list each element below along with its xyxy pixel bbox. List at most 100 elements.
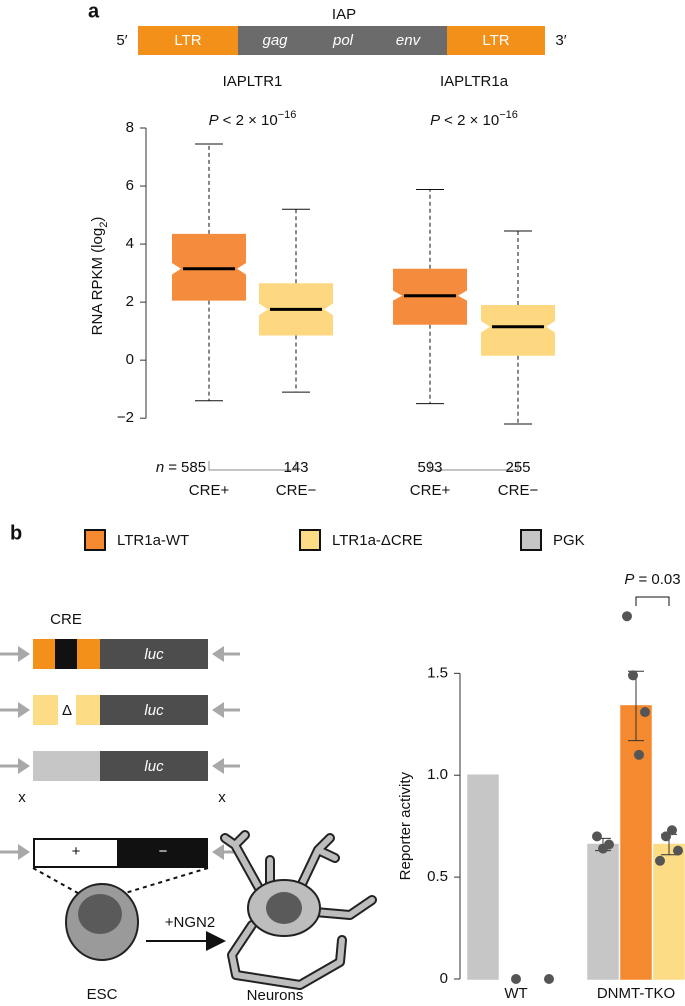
p-symbol: P [624, 571, 634, 588]
luc-box [100, 695, 208, 725]
data-point [604, 839, 614, 850]
five-prime: 5′ [116, 32, 127, 49]
bracket [208, 461, 297, 471]
group-label: IAPLTR1 [223, 73, 283, 90]
box [481, 305, 555, 356]
minus-box [118, 838, 208, 868]
p-value: P < 2 × 10−16 [209, 109, 297, 129]
y-tick-label: 0.5 [427, 868, 448, 885]
legend-label: PGK [553, 532, 585, 549]
y-axis-label: Reporter activity [397, 771, 414, 880]
pgk-box [33, 751, 100, 781]
bar [620, 705, 652, 980]
y-tick-label: −2 [117, 409, 134, 426]
x-tick-label: CRE+ [189, 482, 230, 499]
nucleus [78, 894, 122, 934]
y-tick-label: 8 [126, 119, 134, 136]
data-point [511, 974, 521, 984]
ltr-box [76, 695, 100, 725]
y-tick-label: 1.5 [427, 664, 448, 681]
legend-label: LTR1a-ΔCRE [332, 532, 423, 549]
segment-label: LTR [482, 32, 509, 49]
x-label: x [18, 789, 26, 806]
iap-title: IAP [332, 6, 356, 23]
zoom-line [32, 867, 86, 898]
p-exponent: −16 [499, 109, 518, 121]
legend-swatch [299, 529, 321, 551]
p-value: P < 2 × 10−16 [430, 109, 518, 129]
data-point [622, 611, 632, 622]
data-point [655, 855, 665, 866]
y-tick-label: 4 [126, 235, 134, 252]
p-text: < 2 × 10 [223, 112, 278, 129]
x-tick-label: DNMT-TKO [597, 985, 675, 1002]
primer-arrows [0, 646, 240, 860]
x-tick-label: CRE− [498, 482, 539, 499]
y-label-part: RNA RPKM (log [89, 228, 106, 336]
p-text: < 2 × 10 [444, 112, 499, 129]
y-tick-label: 1.0 [427, 766, 448, 783]
data-point [667, 825, 677, 836]
bar [587, 843, 619, 980]
p-value: P = 0.03 [624, 571, 680, 588]
segment-label: gag [262, 32, 288, 49]
n-label: 593 [417, 459, 442, 476]
data-point [673, 845, 683, 856]
esc-label: ESC [87, 986, 118, 1003]
n-label: n = 585 [156, 459, 206, 476]
n-equals: = [168, 459, 177, 476]
y-label-part: ) [89, 217, 106, 222]
luc-box [100, 639, 208, 669]
y-tick-label: 0 [440, 970, 448, 987]
neuron [220, 830, 377, 990]
ltr-box [33, 639, 55, 669]
y-tick-label: 2 [126, 293, 134, 310]
n-symbol: n [156, 459, 164, 476]
data-point [592, 831, 602, 842]
group-label: IAPLTR1a [440, 73, 509, 90]
n-count: 593 [417, 459, 442, 476]
n-count: 143 [283, 459, 308, 476]
panel-label: a [88, 0, 100, 22]
x-label: x [218, 789, 226, 806]
data-point [640, 707, 650, 718]
x-tick-label: WT [504, 985, 527, 1002]
luc-label: luc [144, 702, 164, 719]
cre-label: CRE [50, 611, 82, 628]
n-label: 255 [505, 459, 530, 476]
x-tick-label: CRE+ [410, 482, 451, 499]
legend-swatch [84, 529, 106, 551]
data-point [661, 831, 671, 842]
bar [467, 774, 499, 980]
cre-box [55, 639, 77, 669]
ltr-segment [138, 26, 238, 55]
legend-swatch [520, 529, 542, 551]
three-prime: 3′ [555, 32, 566, 49]
zoom-line [111, 867, 209, 898]
luc-box [100, 751, 208, 781]
panel-label: b [10, 522, 22, 544]
n-count: 255 [505, 459, 530, 476]
y-label-sub: 2 [98, 222, 110, 228]
legend-label: LTR1a-WT [117, 532, 189, 549]
ngn2-label: +NGN2 [165, 914, 215, 931]
y-tick-label: 0 [126, 351, 134, 368]
luc-label: luc [144, 646, 164, 663]
luc-label: luc [144, 758, 164, 775]
y-tick-label: 6 [126, 177, 134, 194]
ltr-box [33, 695, 58, 725]
data-point [544, 974, 554, 984]
internal-segment [238, 26, 447, 55]
ltr-segment [447, 26, 545, 55]
bar [653, 843, 685, 980]
p-symbol: P [430, 112, 440, 129]
y-axis-label: RNA RPKM (log2) [89, 217, 110, 336]
segment-label: LTR [174, 32, 201, 49]
segment-label: pol [332, 32, 354, 49]
ltr-box [77, 639, 100, 669]
p-exponent: −16 [278, 109, 297, 121]
segment-label: env [396, 32, 422, 49]
construct-diagram: CRE luc Δ luc luc x x + − [0, 611, 377, 1004]
n-count: 585 [181, 459, 206, 476]
